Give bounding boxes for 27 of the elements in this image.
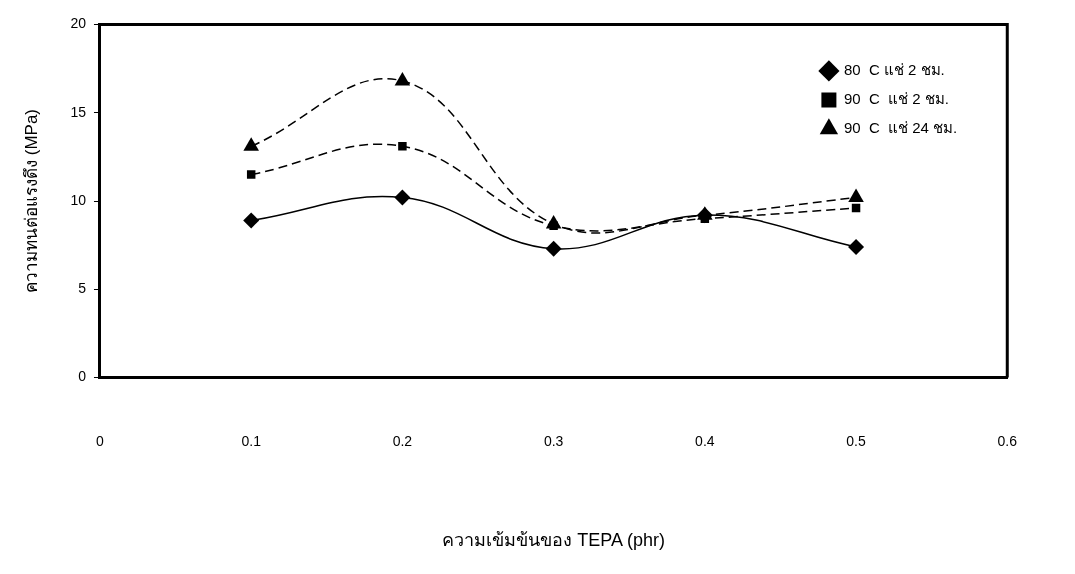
x-tick-label: 0 [96,432,105,449]
y-tick-label: 5 [78,280,87,297]
x-tick-label: 0.4 [695,432,715,449]
point [243,212,260,229]
point [246,170,256,179]
x-tick-label: 0.3 [543,432,564,449]
y-tick-label: 10 [70,191,87,208]
x-tick-label: 0.5 [846,432,866,449]
legend-label: 90 C แช่ 2 ชม. [843,90,949,108]
point [398,142,407,151]
x-tick-label: 0.6 [997,432,1018,449]
point [696,207,713,224]
x-tick-label: 0.2 [392,432,413,449]
point [394,189,411,206]
point [394,71,411,86]
x-axis-title: ความเข้มข้นของ TEPA (phr) [442,530,665,551]
legend-label: 90 C แช่ 24 ชม. [843,119,958,137]
x-tick-label: 0.1 [241,432,262,449]
point [848,188,864,202]
y-axis-title: ความทนต่อแรงดึง (MPa) [21,109,41,293]
point [243,137,259,151]
legend-label: 80 C แช่ 2 ชม. [843,61,945,79]
y-tick-label: 15 [70,103,87,120]
point [545,240,562,257]
point [848,238,865,255]
y-tick-label: 20 [70,15,87,32]
y-tick-label: 0 [78,368,87,385]
